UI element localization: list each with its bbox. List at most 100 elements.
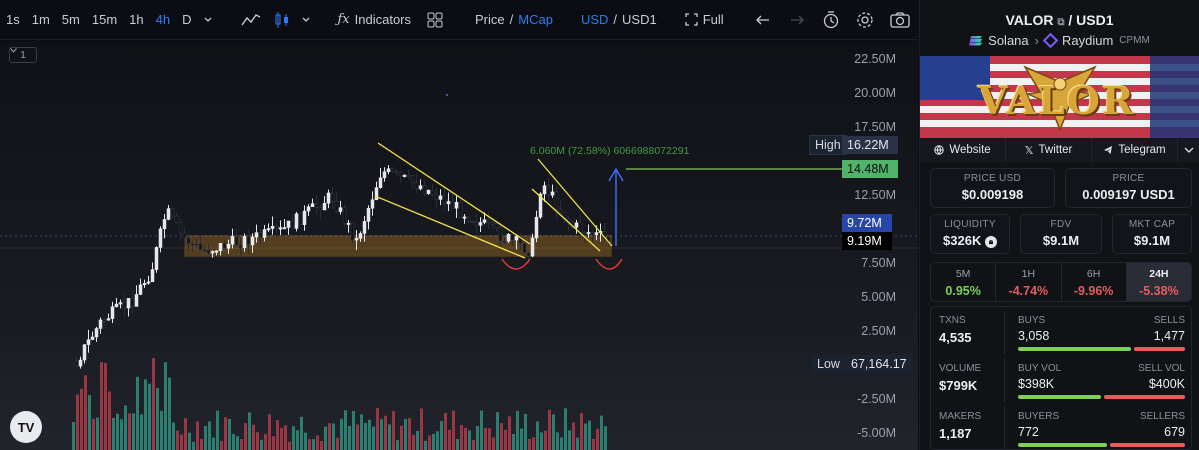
candle-body [230, 236, 235, 245]
candle-body [546, 185, 551, 196]
tab-1h[interactable]: 1H -4.74% [996, 263, 1062, 301]
volume-bar [392, 411, 395, 450]
timeframe-1h[interactable]: 1h [129, 12, 144, 27]
target-value-tag: 14.48M [842, 160, 898, 178]
candle-body [522, 243, 527, 253]
full-button[interactable]: Full [679, 12, 730, 27]
volume-bar [248, 412, 251, 450]
volume-bar [160, 411, 163, 450]
volume-bar [212, 437, 215, 450]
gear-icon[interactable] [848, 11, 882, 29]
candle-body [590, 232, 595, 236]
tab-24h[interactable]: 24H -5.38% [1126, 263, 1191, 301]
chart-canvas[interactable] [0, 41, 918, 450]
volume-bar [76, 394, 79, 450]
candle-body [482, 219, 487, 223]
undo-icon[interactable] [746, 14, 780, 26]
globe-icon [934, 145, 945, 155]
volume-bar [180, 434, 183, 450]
volume-bar [120, 419, 123, 450]
timeframe-15m[interactable]: 15m [91, 12, 118, 27]
social-links: Website 𝕏 Twitter Telegram [920, 138, 1199, 162]
volume-bar [84, 375, 87, 450]
currency-toggle[interactable]: USD / USD1 [575, 12, 663, 27]
line-chart-icon[interactable] [235, 12, 267, 28]
volume-bar [188, 432, 191, 450]
replay-icon[interactable] [814, 10, 848, 29]
tradingview-logo[interactable]: TV [10, 411, 42, 443]
volume-bar [340, 418, 343, 450]
indicators-button[interactable]: ƒx Indicators [331, 12, 417, 27]
pair-base: VALOR [1005, 12, 1054, 28]
sellers-bar-fill [1109, 443, 1185, 447]
volume-bar [496, 412, 499, 450]
price-option[interactable]: Price [475, 12, 505, 27]
lock-icon[interactable]: 🔒︎ [984, 235, 997, 248]
candle-icon[interactable] [267, 11, 297, 28]
tab-6h[interactable]: 6H -9.96% [1062, 263, 1127, 301]
volume-bar [100, 362, 103, 450]
usd1-option[interactable]: USD1 [622, 12, 657, 27]
candle-body [554, 191, 559, 210]
candle-body [78, 359, 83, 367]
volume-bar [148, 383, 151, 450]
candle-body [586, 232, 591, 235]
candle-body [314, 203, 319, 208]
volume-bar [124, 405, 127, 450]
telegram-link[interactable]: Telegram [1092, 138, 1178, 162]
telegram-icon [1104, 146, 1113, 154]
chain-name[interactable]: Solana [988, 33, 1029, 48]
candle-body [338, 207, 343, 212]
volume-bar [280, 427, 283, 450]
candle-body [406, 174, 411, 177]
buyvol-value: $398K [1018, 377, 1055, 391]
price-chart[interactable]: 1 6.060M (72.58%) 6066988072291 22.50M 20… [0, 41, 918, 450]
candle-body [466, 216, 471, 222]
tab-5m[interactable]: 5M 0.95% [931, 263, 997, 301]
mcap-option[interactable]: MCap [518, 12, 553, 27]
camera-icon[interactable] [882, 11, 920, 28]
links-more-button[interactable] [1178, 138, 1199, 162]
timeframe-1s[interactable]: 1s [6, 12, 20, 27]
candle-body [222, 242, 227, 249]
volume-bar [560, 437, 563, 450]
tab-change-value: 0.95% [945, 284, 981, 298]
price-mcap-toggle[interactable]: Price / MCap [469, 12, 559, 27]
candle-body [262, 229, 267, 238]
dex-name[interactable]: Raydium [1061, 33, 1114, 48]
website-link[interactable]: Website [920, 138, 1006, 162]
candle-body [414, 182, 419, 190]
candle-body [430, 189, 435, 196]
volume-bar [1018, 395, 1185, 399]
candle-body [474, 221, 479, 226]
timeframe-D[interactable]: D [182, 12, 192, 27]
sellvol-label: SELL VOL [1138, 363, 1185, 374]
txns-row: TXNS 4,535 BUYS SELLS 3,058 1,477 [931, 307, 1193, 355]
target-arrow-head [608, 167, 624, 182]
collapse-legend-button[interactable]: 1 [9, 47, 37, 63]
candle-body [366, 208, 371, 222]
redo-icon[interactable] [780, 14, 814, 26]
chevron-down-icon[interactable] [197, 15, 219, 25]
volume-bar [572, 422, 575, 450]
volume-bar [368, 419, 371, 450]
timeframe-1m[interactable]: 1m [31, 12, 50, 27]
twitter-link[interactable]: 𝕏 Twitter [1006, 138, 1092, 162]
timeframe-4h[interactable]: 4h [155, 12, 171, 27]
chevron-down-icon[interactable] [297, 15, 315, 25]
volume-bar [600, 415, 603, 450]
chevron-down-icon [1184, 147, 1194, 153]
volume-bar [436, 431, 439, 450]
volume-bar [264, 433, 267, 450]
volume-bar [544, 430, 547, 450]
volume-bar [308, 439, 311, 450]
timeframe-5m[interactable]: 5m [61, 12, 80, 27]
usd-option[interactable]: USD [580, 12, 609, 27]
candle-body [378, 177, 383, 188]
volume-bar [420, 408, 423, 450]
candle-body [498, 227, 503, 242]
layout-icon[interactable] [417, 12, 453, 28]
volume-bar [444, 412, 447, 450]
volume-bar [200, 438, 203, 450]
copy-icon[interactable]: ⧉ [1057, 17, 1065, 28]
